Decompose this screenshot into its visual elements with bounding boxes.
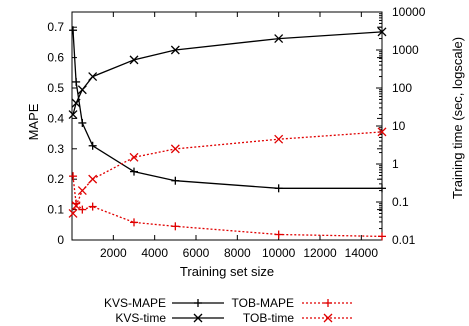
series-kvs-time: [69, 28, 386, 119]
x-tick-label: 14000: [345, 246, 379, 260]
legend-label: KVS-time: [115, 311, 166, 325]
left-tick-label: 0.6: [47, 51, 64, 65]
series-tob-mape: [69, 172, 386, 240]
series-line: [73, 30, 382, 188]
left-tick-label: 0: [57, 233, 64, 247]
legend-label: TOB-time: [243, 311, 294, 325]
left-tick-label: 0.3: [47, 142, 64, 156]
legend-label: TOB-MAPE: [232, 296, 294, 310]
x-tick-label: 2000: [100, 246, 127, 260]
legend-label: KVS-MAPE: [104, 296, 166, 310]
plot-axes: [72, 12, 382, 240]
right-y-ticks: 0.01 0.1 1 10 100 1000 10000: [376, 5, 426, 247]
x-tick-label: 6000: [183, 246, 210, 260]
x-ticks: 2000 4000 6000 8000 10000 12000 14000: [100, 12, 378, 260]
y-axis-label-right: Training time (sec, logscale): [450, 37, 465, 199]
left-tick-label: 0.2: [47, 172, 64, 186]
series-line: [73, 176, 382, 236]
right-tick-label: 1: [392, 157, 399, 171]
plot-frame: [72, 12, 382, 240]
x-tick-label: 12000: [303, 246, 337, 260]
y-axis-label-left: MAPE: [26, 103, 41, 140]
series-line: [73, 132, 382, 214]
series-tob-time: [69, 128, 386, 218]
left-tick-label: 0.7: [47, 20, 64, 34]
right-tick-label: 1000: [392, 43, 419, 57]
right-tick-label: 0.01: [392, 233, 416, 247]
legend-entry: KVS-time: [115, 311, 224, 325]
legend-entry: TOB-MAPE: [232, 296, 354, 310]
series-layer: [69, 26, 386, 240]
right-tick-label: 10000: [392, 5, 426, 19]
x-tick-label: 8000: [224, 246, 251, 260]
left-y-ticks: 0 0.1 0.2 0.3 0.4 0.5 0.6 0.7: [47, 20, 382, 247]
right-tick-label: 0.1: [392, 195, 409, 209]
series-line: [73, 32, 382, 115]
left-tick-label: 0.1: [47, 203, 64, 217]
x-tick-label: 10000: [262, 246, 296, 260]
right-tick-label: 100: [392, 81, 412, 95]
legend-entry: KVS-MAPE: [104, 296, 224, 310]
x-tick-label: 4000: [141, 246, 168, 260]
left-tick-label: 0.4: [47, 111, 64, 125]
x-axis-label: Training set size: [180, 264, 274, 279]
series-kvs-mape: [69, 26, 386, 192]
right-tick-label: 10: [392, 119, 406, 133]
left-tick-label: 0.5: [47, 81, 64, 95]
legend: KVS-MAPE TOB-MAPE KVS-time TOB-time: [104, 296, 354, 325]
legend-entry: TOB-time: [243, 311, 354, 325]
